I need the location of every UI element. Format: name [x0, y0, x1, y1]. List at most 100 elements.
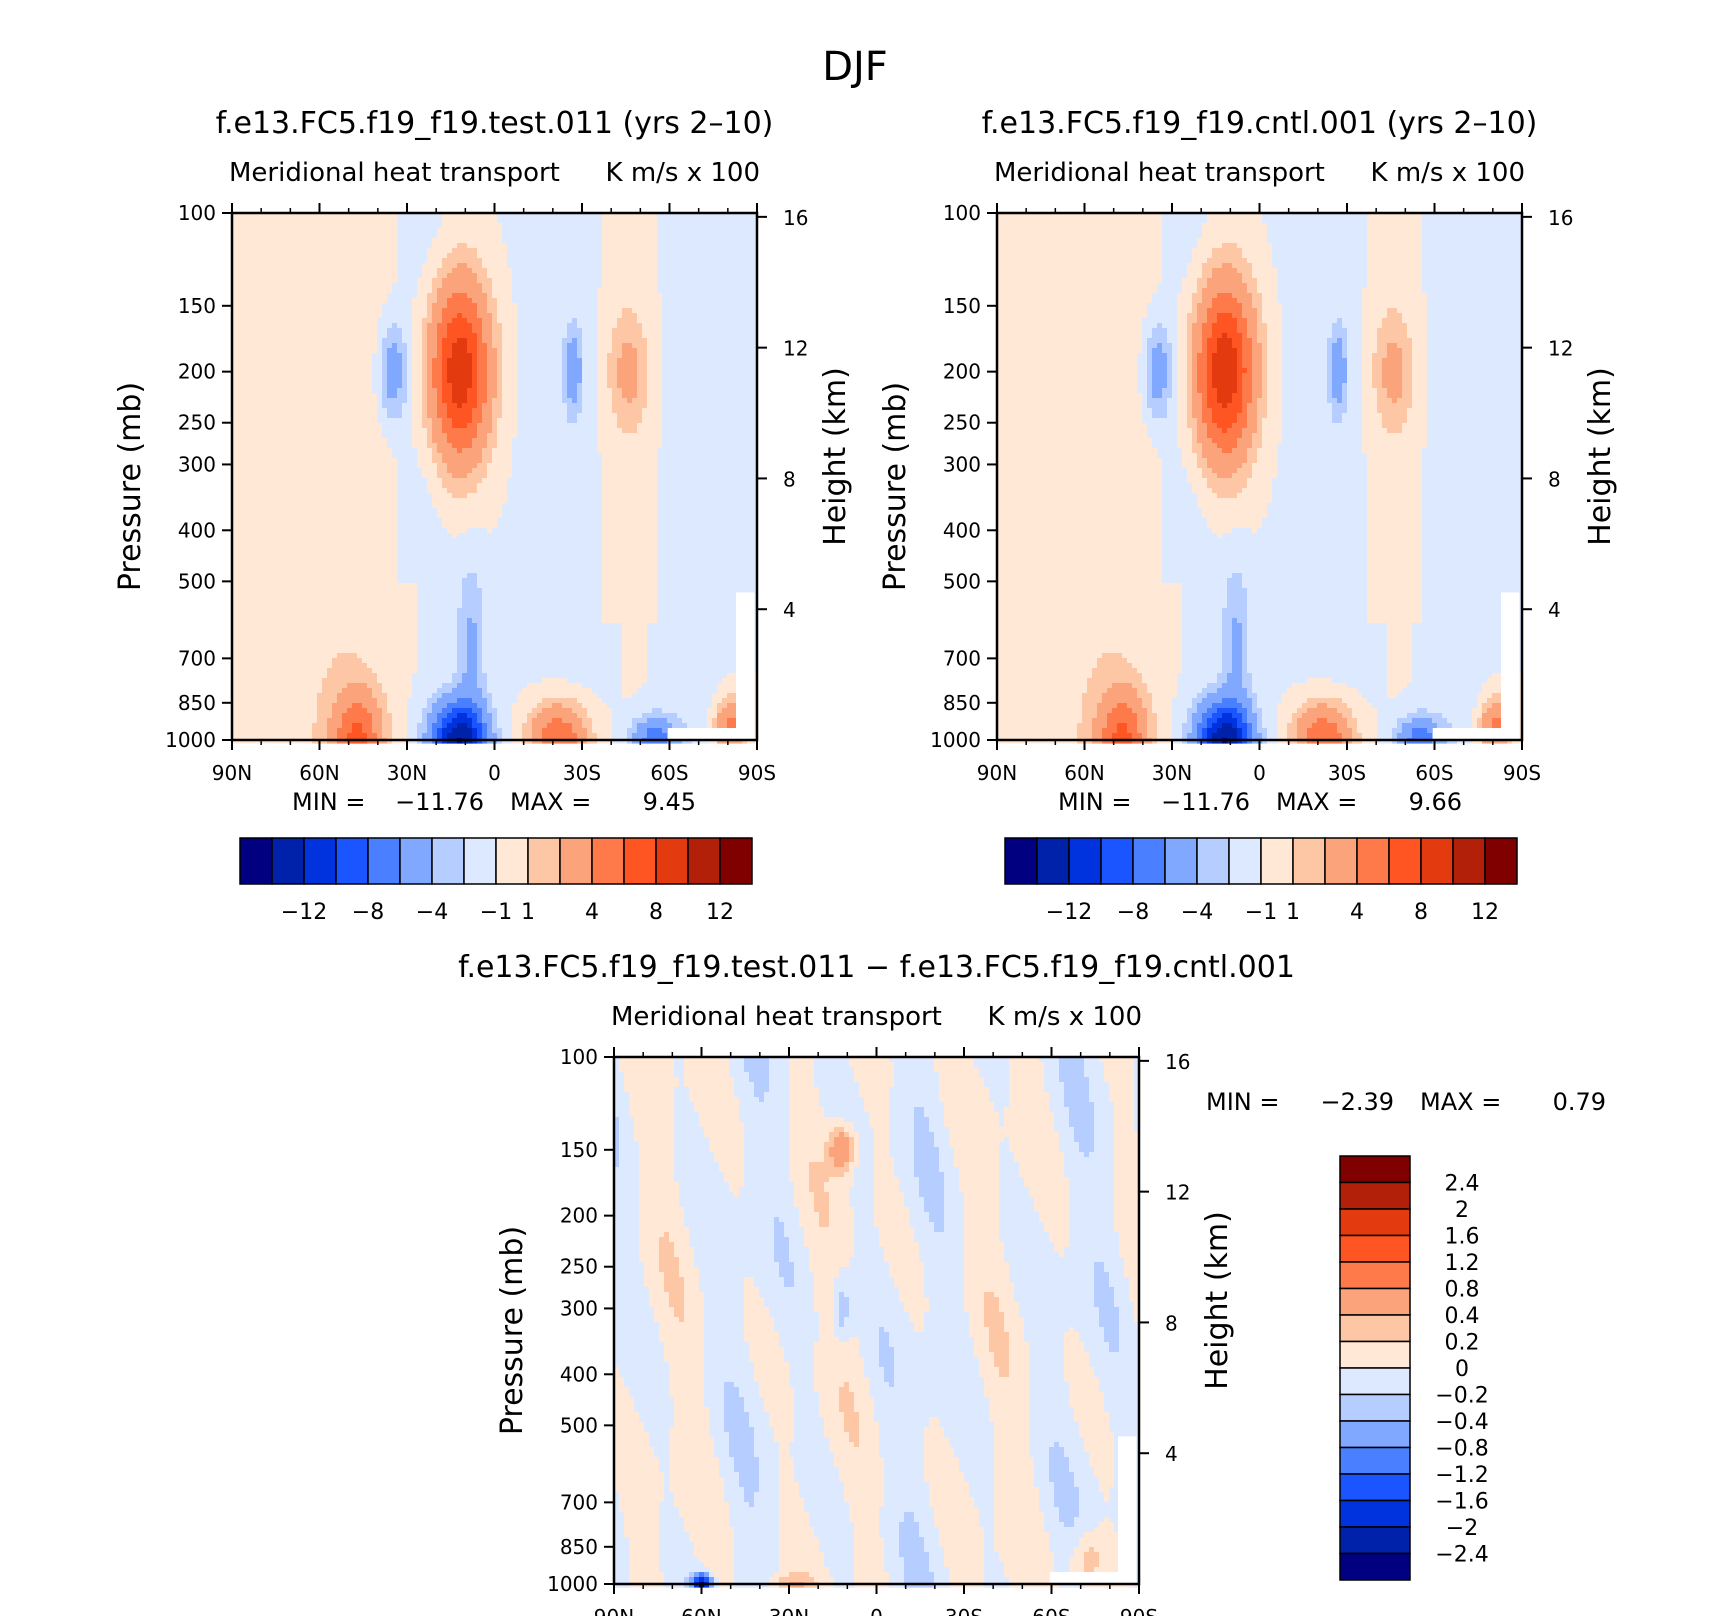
field-cell — [262, 363, 268, 369]
field-cell — [707, 308, 713, 314]
field-cell — [472, 223, 478, 229]
field-cell — [317, 343, 323, 349]
field-cell — [322, 408, 328, 414]
field-cell — [437, 238, 443, 244]
field-cell — [367, 443, 373, 449]
field-cell — [272, 223, 278, 229]
field-cell — [677, 413, 683, 419]
field-cell — [647, 373, 653, 379]
field-cell — [542, 438, 548, 444]
field-cell — [302, 288, 308, 294]
field-cell — [257, 233, 263, 239]
field-cell — [657, 283, 663, 289]
field-cell — [402, 263, 408, 269]
field-cell — [402, 283, 408, 289]
field-cell — [677, 428, 683, 434]
field-cell — [577, 383, 583, 389]
field-cell — [732, 343, 738, 349]
field-cell — [672, 348, 678, 354]
field-cell — [322, 363, 328, 369]
field-cell — [582, 238, 588, 244]
field-cell — [717, 263, 723, 269]
field-cell — [552, 408, 558, 414]
field-cell — [747, 268, 753, 274]
field-cell — [232, 223, 238, 229]
field-cell — [497, 298, 503, 304]
field-cell — [657, 333, 663, 339]
field-cell — [257, 338, 263, 344]
field-cell — [552, 248, 558, 254]
field-cell — [242, 438, 248, 444]
field-cell — [232, 263, 238, 269]
field-cell — [252, 308, 258, 314]
field-cell — [502, 348, 508, 354]
field-cell — [237, 438, 243, 444]
field-cell — [702, 278, 708, 284]
field-cell — [492, 368, 498, 374]
field-cell — [377, 328, 383, 334]
field-cell — [387, 293, 393, 299]
field-cell — [592, 288, 598, 294]
field-cell — [747, 383, 753, 389]
field-cell — [622, 408, 628, 414]
field-cell — [392, 328, 398, 334]
field-cell — [607, 268, 613, 274]
field-cell — [347, 253, 353, 259]
field-cell — [442, 223, 448, 229]
field-cell — [467, 423, 473, 429]
field-cell — [387, 263, 393, 269]
field-cell — [487, 448, 493, 454]
field-cell — [392, 368, 398, 374]
field-cell — [367, 348, 373, 354]
field-cell — [537, 298, 543, 304]
field-cell — [622, 323, 628, 329]
field-cell — [597, 303, 603, 309]
field-cell — [727, 333, 733, 339]
field-cell — [437, 253, 443, 259]
field-cell — [497, 433, 503, 439]
field-cell — [402, 238, 408, 244]
field-cell — [307, 318, 313, 324]
field-cell — [502, 278, 508, 284]
field-cell — [652, 428, 658, 434]
field-cell — [457, 303, 463, 309]
field-cell — [702, 423, 708, 429]
field-cell — [592, 323, 598, 329]
field-cell — [537, 313, 543, 319]
field-cell — [697, 363, 703, 369]
field-cell — [657, 363, 663, 369]
field-cell — [727, 383, 733, 389]
field-cell — [307, 238, 313, 244]
field-cell — [287, 233, 293, 239]
field-cell — [277, 423, 283, 429]
field-cell — [387, 408, 393, 414]
field-cell — [327, 238, 333, 244]
field-cell — [737, 283, 743, 289]
field-cell — [292, 413, 298, 419]
field-cell — [657, 228, 663, 234]
field-cell — [412, 313, 418, 319]
field-cell — [322, 443, 328, 449]
field-cell — [687, 433, 693, 439]
field-cell — [752, 338, 758, 344]
field-cell — [557, 213, 563, 219]
field-cell — [262, 418, 268, 424]
field-cell — [572, 403, 578, 409]
field-cell — [452, 418, 458, 424]
field-cell — [302, 368, 308, 374]
field-cell — [392, 303, 398, 309]
field-cell — [587, 263, 593, 269]
field-cell — [277, 323, 283, 329]
field-cell — [547, 253, 553, 259]
field-cell — [287, 223, 293, 229]
field-cell — [527, 358, 533, 364]
field-cell — [487, 333, 493, 339]
field-cell — [682, 253, 688, 259]
field-cell — [382, 378, 388, 384]
field-cell — [587, 338, 593, 344]
field-cell — [252, 283, 258, 289]
field-cell — [417, 418, 423, 424]
field-cell — [237, 258, 243, 264]
field-cell — [422, 323, 428, 329]
field-cell — [557, 438, 563, 444]
